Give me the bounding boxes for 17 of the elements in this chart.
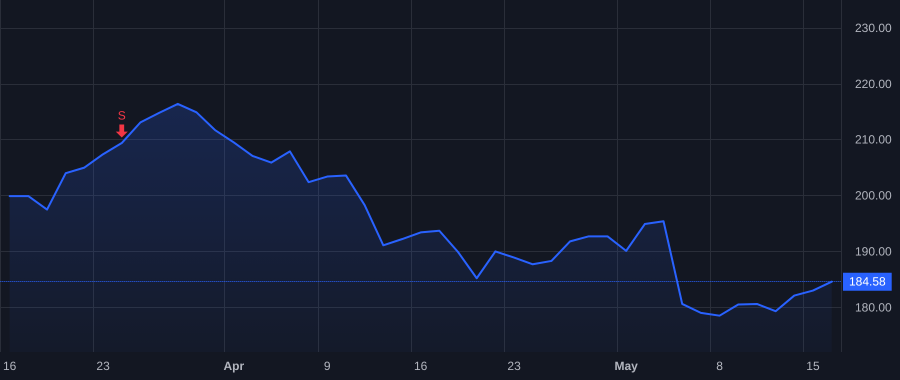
y-tick-label: 220.00 (855, 76, 892, 91)
y-tick-label: 210.00 (855, 132, 892, 147)
y-tick-label: 200.00 (855, 188, 892, 203)
ref-line-label: 184.58 (849, 274, 886, 289)
x-tick-label: 23 (96, 359, 110, 373)
x-tick-label: Apr (224, 359, 245, 373)
y-tick-label: 180.00 (855, 300, 892, 314)
x-tick-label: 23 (507, 359, 522, 373)
x-tick-label: 8 (716, 359, 724, 373)
x-tick-label: 9 (324, 359, 331, 373)
annotation: S (118, 108, 126, 123)
x-tick-label: 15 (806, 359, 820, 373)
y-tick-label: 230.00 (855, 20, 892, 35)
x-tick-label: 16 (414, 359, 428, 373)
y-tick-label: 190.00 (855, 244, 892, 258)
x-tick-label: 16 (2, 359, 17, 373)
x-tick-label: May (614, 359, 638, 373)
